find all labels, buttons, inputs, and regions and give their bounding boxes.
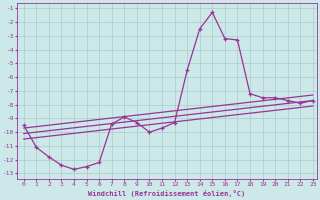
X-axis label: Windchill (Refroidissement éolien,°C): Windchill (Refroidissement éolien,°C) (88, 190, 246, 197)
